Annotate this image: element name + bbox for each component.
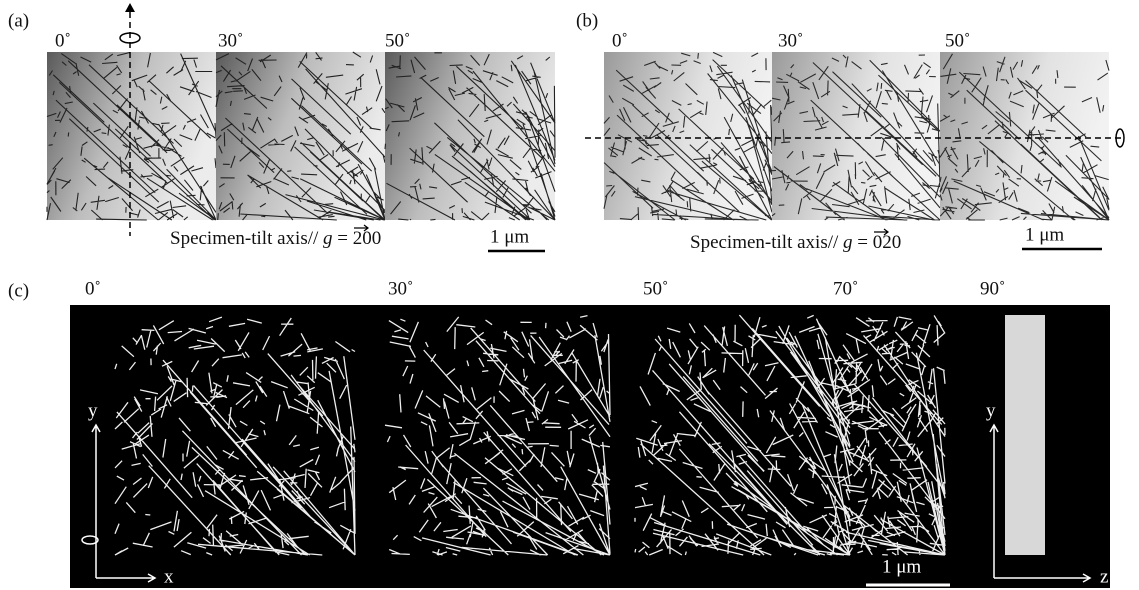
caption: Specimen-tilt axis// g = 020: [690, 232, 901, 253]
caption: Specimen-tilt axis// g = 200: [170, 228, 381, 249]
panel-label: (a): [8, 10, 29, 31]
angle-label: 90˚: [980, 278, 1005, 299]
angle-label: 30˚: [388, 278, 413, 299]
angle-label: 30˚: [218, 30, 243, 51]
angle-label: 0˚: [55, 30, 71, 51]
panel-label: (c): [8, 280, 29, 301]
angle-label: 70˚: [833, 278, 858, 299]
angle-label: 50˚: [643, 278, 668, 299]
edge-on-slab: [1005, 315, 1045, 555]
axis-label: x: [164, 566, 174, 587]
panel-label: (b): [576, 10, 598, 31]
axis-label: y: [88, 400, 98, 421]
angle-label: 50˚: [385, 30, 410, 51]
scale-bar-label: 1 μm: [882, 556, 921, 577]
scale-bar-label: 1 μm: [1025, 224, 1064, 245]
axis-label: y: [986, 400, 996, 421]
angle-label: 30˚: [778, 30, 803, 51]
angle-label: 0˚: [85, 278, 101, 299]
angle-label: 0˚: [612, 30, 628, 51]
figure: (a) 0˚ 30˚ 50˚ Specimen-tilt axis// g = …: [0, 0, 1139, 590]
tem-image: [604, 52, 772, 220]
angle-label: 50˚: [945, 30, 970, 51]
axis-arrow: [125, 3, 135, 12]
axis-label: z: [1100, 566, 1108, 587]
scale-bar-label: 1 μm: [490, 226, 529, 247]
